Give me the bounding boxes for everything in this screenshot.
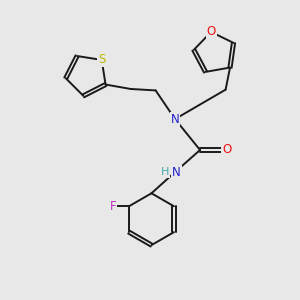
- Text: S: S: [98, 53, 105, 66]
- Text: N: N: [172, 166, 181, 178]
- Text: N: N: [171, 112, 179, 126]
- Text: O: O: [206, 26, 216, 38]
- Text: O: O: [222, 143, 231, 157]
- Text: F: F: [110, 200, 116, 213]
- Text: H: H: [160, 167, 169, 177]
